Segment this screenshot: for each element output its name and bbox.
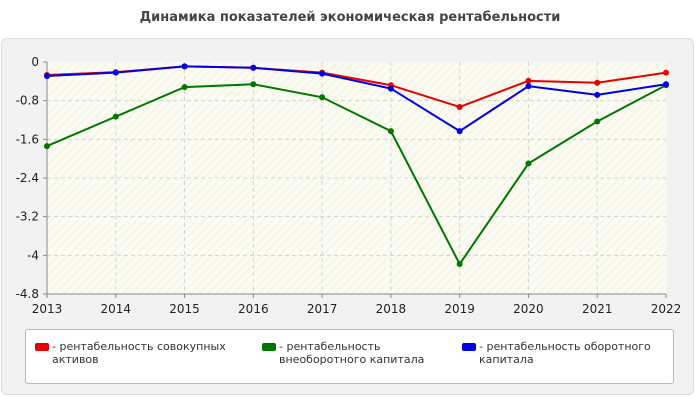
x-tick-label: 2021	[582, 302, 613, 316]
y-tick-label: 0	[31, 55, 39, 69]
data-point-series-3	[456, 128, 463, 135]
data-point-series-2	[594, 118, 601, 125]
series-line-3	[46, 65, 667, 133]
data-point-series-1	[594, 79, 601, 86]
data-point-series-1	[456, 103, 463, 110]
data-point-series-2	[181, 84, 188, 91]
data-point-series-2	[44, 143, 50, 150]
data-point-series-3	[594, 91, 601, 98]
legend-swatch	[35, 343, 49, 351]
data-point-series-2	[456, 261, 463, 268]
legend-item-3: - рентабельность оборотного капитала	[462, 340, 669, 366]
data-point-series-3	[663, 81, 669, 88]
series-line-2	[46, 83, 667, 266]
legend-item-2: - рентабельность внеоборотного капитала	[262, 340, 439, 366]
legend-item-1: - рентабельность совокупных активов	[35, 340, 242, 366]
data-point-series-3	[525, 83, 532, 90]
y-tick-label: -0.8	[16, 94, 39, 108]
legend-swatch	[262, 343, 276, 351]
x-tick-label: 2020	[513, 302, 544, 316]
x-tick-label: 2014	[101, 302, 132, 316]
data-point-series-3	[112, 69, 119, 76]
legend: - рентабельность совокупных активов - рен…	[25, 329, 674, 384]
data-point-series-2	[250, 81, 257, 88]
data-point-series-3	[44, 73, 50, 80]
data-point-series-3	[250, 64, 257, 71]
y-tick-label: -2.4	[16, 171, 39, 185]
y-tick-label: -4	[27, 248, 39, 262]
x-tick-label: 2013	[32, 302, 63, 316]
data-point-series-2	[525, 160, 532, 167]
x-tick-label: 2022	[651, 302, 682, 316]
data-point-series-1	[525, 77, 532, 84]
y-tick-label: -1.6	[16, 132, 39, 146]
x-tick-label: 2017	[307, 302, 338, 316]
legend-label: - рентабельность оборотного капитала	[479, 340, 651, 366]
data-point-series-2	[387, 128, 394, 135]
data-point-series-3	[319, 70, 326, 77]
data-point-series-2	[112, 113, 119, 120]
data-point-series-3	[181, 63, 188, 70]
legend-label: - рентабельность внеоборотного капитала	[279, 340, 425, 366]
x-tick-label: 2016	[238, 302, 269, 316]
data-point-series-2	[319, 94, 326, 101]
legend-label: - рентабельность совокупных активов	[52, 340, 226, 366]
legend-swatch	[462, 343, 476, 351]
y-tick-label: -4.8	[16, 287, 39, 301]
y-tick-label: -3.2	[16, 210, 39, 224]
data-point-series-3	[387, 85, 394, 92]
x-tick-label: 2015	[169, 302, 200, 316]
x-tick-label: 2019	[444, 302, 475, 316]
chart-title: Динамика показателей экономическая рента…	[139, 10, 561, 25]
x-tick-label: 2018	[376, 302, 407, 316]
data-point-series-1	[663, 69, 669, 76]
